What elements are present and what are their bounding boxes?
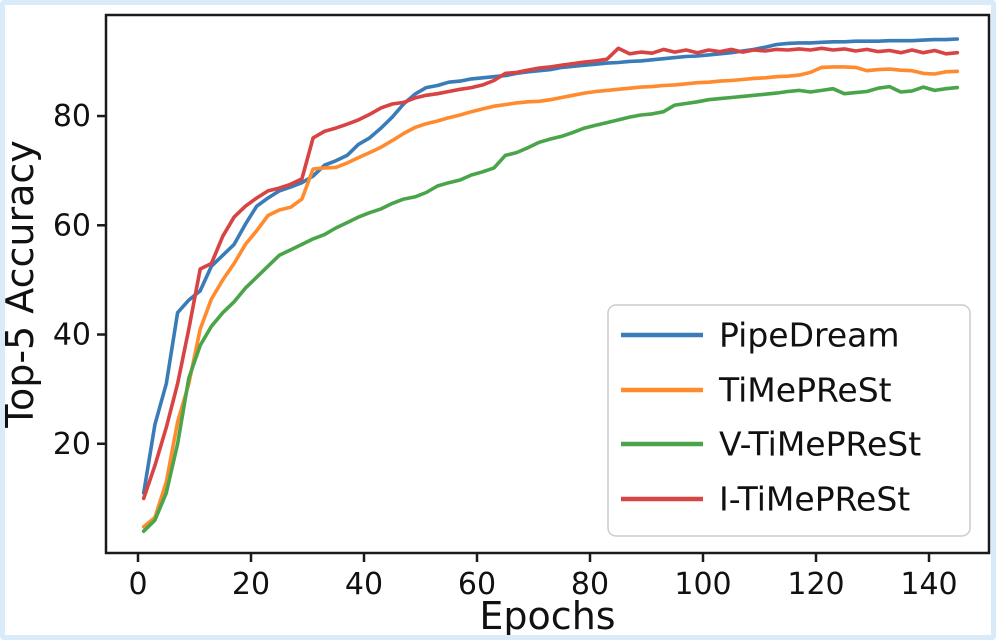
x-tick-label: 20 (232, 567, 270, 602)
y-tick-label: 60 (53, 208, 91, 243)
x-tick-label: 0 (128, 567, 147, 602)
series-line-timeprest (141, 65, 960, 529)
legend-label-v-timeprest: V-TiMePReSt (719, 425, 921, 464)
y-tick-label: 80 (53, 99, 91, 134)
y-axis-label: Top-5 Accuracy (5, 140, 42, 429)
x-tick-label: 120 (787, 567, 844, 602)
x-tick-label: 80 (571, 567, 609, 602)
x-tick-label: 100 (674, 567, 731, 602)
series-line-i-timeprest (141, 46, 960, 501)
x-axis-label: Epochs (479, 594, 615, 638)
legend-label-i-timeprest: I-TiMePReSt (719, 480, 910, 519)
legend-box (607, 304, 971, 537)
x-tick-label: 40 (345, 567, 383, 602)
legend-label-pipedream: PipeDream (719, 316, 900, 355)
y-tick-label: 40 (53, 318, 91, 353)
series-lines (141, 37, 960, 534)
plot-frame (104, 13, 991, 555)
y-tick-label: 20 (53, 427, 91, 462)
series-line-pipedream (141, 37, 960, 495)
x-tick-label: 60 (458, 567, 496, 602)
series-line-v-timeprest (141, 84, 960, 534)
x-tick-label: 140 (900, 567, 957, 602)
legend: PipeDream TiMePReSt V-TiMePReSt I-TiMePReSt (607, 304, 971, 537)
legend-label-timeprest: TiMePReSt (718, 371, 892, 410)
axis-ticks: 0 20 40 60 80 100 120 140 20 40 60 80 (53, 99, 958, 602)
